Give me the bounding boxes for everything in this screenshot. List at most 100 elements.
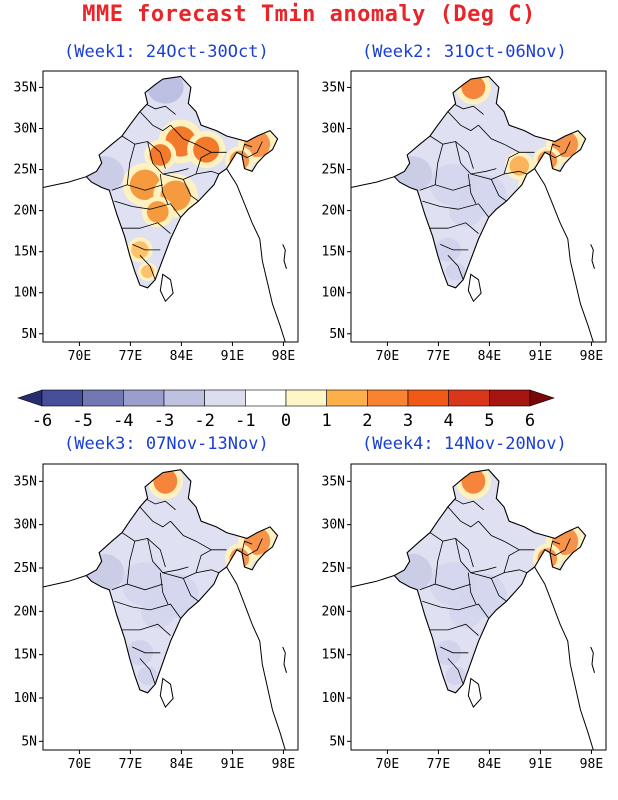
colorbar-cell	[245, 389, 287, 407]
lon-label: 91E	[221, 757, 244, 772]
state-boundary	[182, 179, 199, 202]
lat-label: 5N	[329, 734, 345, 749]
lat-label: 10N	[322, 286, 345, 301]
andaman-islands	[282, 646, 287, 673]
colorbar-tick-label: -3	[154, 411, 174, 431]
lat-label: 20N	[322, 604, 345, 619]
cool-anomaly-patch	[449, 596, 483, 629]
cool-anomaly-patch	[434, 640, 462, 666]
state-boundary	[144, 103, 176, 115]
warm-anomaly-patch	[149, 144, 172, 166]
lat-label: 5N	[329, 327, 345, 342]
panel-title-week1: (Week1: 24Oct-30Oct)	[64, 42, 269, 62]
lat-label: 30N	[322, 518, 345, 533]
state-boundary	[467, 173, 477, 204]
state-boundary	[132, 646, 161, 654]
state-boundary	[434, 541, 444, 585]
state-boundary	[430, 623, 479, 636]
india-outline	[85, 75, 279, 289]
east-coastline	[534, 168, 594, 343]
lon-label: 77E	[119, 757, 142, 772]
warm-anomaly-patch	[146, 201, 169, 223]
state-boundary	[549, 143, 561, 156]
west-coastline	[42, 176, 87, 188]
lon-label: 84E	[478, 349, 501, 364]
state-boundary	[122, 222, 171, 234]
colorbar-tick-label: -2	[194, 411, 214, 431]
lon-label: 91E	[221, 349, 244, 364]
map-panel-week1: 35N 30N 25N 20N 15N 10N 5N 70E 77E 84E 91E 98E	[14, 70, 299, 364]
lat-label: 25N	[322, 561, 345, 576]
lon-label: 98E	[272, 349, 295, 364]
state-boundary	[478, 124, 535, 153]
lat-label: 10N	[14, 286, 37, 301]
lon-label: 91E	[529, 757, 552, 772]
map-frame	[350, 70, 607, 343]
panel-title-week4: (Week4: 14Nov-20Nov)	[362, 434, 567, 454]
lon-label: 98E	[272, 757, 295, 772]
lon-label: 98E	[580, 757, 603, 772]
colorbar: -6 -5 -4 -3 -2 -1 0 1 2 3 4 5 6	[17, 389, 555, 431]
lat-label: 15N	[322, 648, 345, 663]
lon-label: 77E	[119, 349, 142, 364]
state-boundary	[241, 143, 253, 156]
colorbar-cell	[204, 389, 246, 407]
state-boundary	[170, 124, 227, 153]
state-boundary	[139, 658, 156, 685]
state-boundary	[195, 151, 212, 175]
colorbar-cell	[326, 389, 368, 407]
colorbar-tick-label: 1	[322, 411, 332, 431]
state-boundary	[455, 141, 497, 175]
cool-anomaly-patch	[141, 596, 175, 629]
lon-label: 84E	[170, 757, 193, 772]
lat-label: 5N	[21, 327, 37, 342]
state-boundary	[195, 549, 212, 573]
srilanka-outline	[467, 677, 482, 709]
state-boundary	[159, 572, 169, 605]
east-coastline	[226, 168, 286, 343]
lat-label: 30N	[14, 121, 37, 136]
state-boundary	[126, 541, 136, 585]
state-boundary	[139, 506, 171, 528]
state-boundary	[447, 658, 464, 685]
state-boundary	[434, 144, 444, 185]
colorbar-cell	[123, 389, 165, 407]
lon-label: 77E	[427, 757, 450, 772]
cool-anomaly-patch	[126, 640, 154, 666]
state-boundary	[111, 583, 163, 591]
lon-label: 98E	[580, 349, 603, 364]
state-boundary	[440, 646, 469, 654]
colorbar-tick-label: 2	[362, 411, 372, 431]
srilanka-outline	[159, 677, 174, 709]
colorbar-cell	[407, 389, 449, 407]
colorbar-arrow-low	[17, 389, 43, 407]
lat-label: 35N	[14, 80, 37, 95]
state-boundary	[419, 583, 471, 591]
cool-anomaly-patch	[445, 262, 466, 281]
colorbar-tick-label: 4	[444, 411, 454, 431]
cool-anomaly-patch	[137, 666, 158, 686]
andaman-islands	[590, 244, 595, 269]
lon-label: 84E	[170, 349, 193, 364]
state-boundary	[111, 184, 163, 191]
lon-label: 91E	[529, 349, 552, 364]
panel-title-week2: (Week2: 31Oct-06Nov)	[362, 42, 567, 62]
colorbar-arrow-high	[529, 389, 555, 407]
state-boundary	[159, 173, 169, 204]
cool-anomaly-patch	[449, 197, 483, 227]
state-boundary	[490, 179, 507, 202]
colorbar-tick-label: 5	[484, 411, 494, 431]
state-boundary	[447, 111, 479, 132]
lon-label: 70E	[68, 757, 91, 772]
colorbar-cell	[367, 389, 409, 407]
state-boundary	[549, 540, 561, 553]
state-boundary	[419, 184, 471, 191]
andaman-islands	[590, 646, 595, 673]
state-boundary	[452, 103, 484, 115]
state-boundary	[447, 506, 479, 528]
state-boundary	[478, 520, 535, 551]
cool-anomaly-patch	[434, 237, 462, 262]
lat-label: 35N	[322, 80, 345, 95]
state-boundary	[422, 600, 490, 619]
lat-label: 10N	[14, 691, 37, 706]
